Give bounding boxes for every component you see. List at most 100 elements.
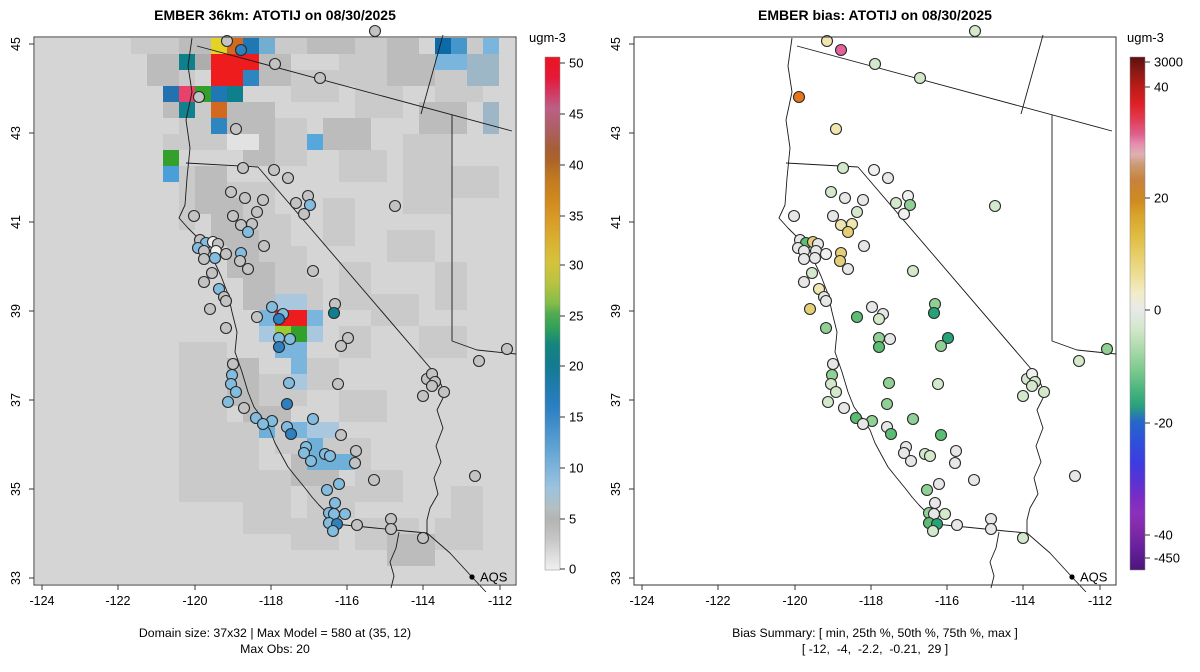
station-dot xyxy=(928,496,942,510)
station-dot xyxy=(824,185,838,199)
x-tick-label: -118 xyxy=(859,594,883,608)
model-raster xyxy=(35,38,515,584)
left-panel-title: EMBER 36km: ATOTIJ on 08/30/2025 xyxy=(154,7,396,23)
station-dot xyxy=(268,57,282,71)
station-dot xyxy=(306,412,320,426)
map-borders xyxy=(778,34,1117,593)
station-dot xyxy=(192,90,206,104)
station-dot xyxy=(984,512,998,526)
station-dot xyxy=(950,518,964,532)
station-dot xyxy=(906,264,920,278)
station-dot xyxy=(883,332,897,346)
station-dot xyxy=(328,496,342,510)
station-dot xyxy=(927,306,941,320)
x-axis: -124 -122 -120 -118 -116 -114 -112 xyxy=(29,585,512,608)
y-tick-label: 39 xyxy=(9,304,23,318)
station-dot xyxy=(500,342,514,356)
station-dot xyxy=(867,163,881,177)
station-dot xyxy=(472,354,486,368)
station-dot xyxy=(233,254,247,268)
x-tick-label: -124 xyxy=(629,594,654,608)
station-dot xyxy=(926,524,940,538)
station-dot xyxy=(934,339,948,353)
station-dot xyxy=(229,122,243,136)
colorbar-tick-label: -450 xyxy=(1154,551,1180,566)
station-dot xyxy=(967,473,981,487)
station-dot xyxy=(323,449,337,463)
station-dot xyxy=(224,185,238,199)
station-dot xyxy=(219,321,233,335)
station-dot xyxy=(906,412,920,426)
station-dot xyxy=(803,302,817,316)
colorbar-tick-label: -20 xyxy=(1154,416,1173,431)
station-dot xyxy=(850,205,864,219)
x-tick-label: -116 xyxy=(335,594,359,608)
station-dot xyxy=(284,427,298,441)
colorbar-tick-label: 10 xyxy=(569,461,583,476)
station-dot xyxy=(303,198,317,212)
station-dot xyxy=(880,397,894,411)
station-dot xyxy=(865,300,879,314)
station-dot xyxy=(256,193,270,207)
x-tick-label: -116 xyxy=(935,594,959,608)
coastline xyxy=(778,37,936,525)
station-dot xyxy=(289,196,303,210)
station-dot xyxy=(219,247,233,261)
border-southeast xyxy=(1026,532,1087,593)
station-dot xyxy=(221,395,235,409)
station-dot xyxy=(241,262,255,276)
id-west-border xyxy=(1020,34,1044,115)
x-axis: -124 -122 -120 -118 -116 -114 -112 xyxy=(629,585,1112,608)
baja-coast xyxy=(989,531,1000,589)
station-dot xyxy=(932,477,946,491)
colorado-river xyxy=(1026,376,1046,533)
station-dot xyxy=(208,251,222,265)
station-dot xyxy=(250,310,264,324)
or-nv-id-border xyxy=(796,45,1113,132)
station-dot xyxy=(304,454,318,468)
station-dot xyxy=(332,477,346,491)
station-dot xyxy=(829,122,843,136)
station-dot xyxy=(297,207,311,221)
station-dot xyxy=(219,294,233,308)
ca-nv-diagonal xyxy=(857,166,1039,378)
station-dot xyxy=(338,507,352,521)
station-dot xyxy=(938,507,952,521)
y-tick-label: 33 xyxy=(609,571,623,585)
x-tick-label: -112 xyxy=(1088,594,1112,608)
station-dot xyxy=(229,385,243,399)
station-dot xyxy=(226,209,240,223)
station-markers xyxy=(787,24,1114,545)
station-dot xyxy=(272,312,286,326)
station-dot xyxy=(838,191,852,205)
station-dot xyxy=(1072,354,1086,368)
y-tick-label: 43 xyxy=(609,126,623,140)
station-dot xyxy=(841,262,855,276)
y-tick-label: 37 xyxy=(9,393,23,407)
x-tick-label: -120 xyxy=(782,594,807,608)
station-dot xyxy=(872,312,886,326)
x-tick-label: -124 xyxy=(29,594,54,608)
x-tick-label: -122 xyxy=(105,594,130,608)
station-dot xyxy=(923,449,937,463)
station-dot xyxy=(241,225,255,239)
colorbar: 3000 40 20 0 -20 -40 -450 xyxy=(1129,55,1183,571)
y-tick-label: 35 xyxy=(609,482,623,496)
station-dot xyxy=(826,357,840,371)
model-panel: -124 -122 -120 -118 -116 -114 -112 45 43 41 39 37 35… xyxy=(9,24,583,608)
y-axis: 45 43 41 39 37 35 33 xyxy=(9,37,34,585)
station-dot xyxy=(220,34,234,48)
station-markers xyxy=(187,24,514,545)
colorbar-gradient xyxy=(544,56,561,571)
station-dot xyxy=(805,266,819,280)
station-dot xyxy=(238,191,252,205)
left-colorbar-units: ugm-3 xyxy=(529,30,566,45)
colorbar-tick-label: 40 xyxy=(1154,80,1168,95)
station-dot xyxy=(384,522,398,536)
station-dot xyxy=(384,512,398,526)
station-dot xyxy=(856,417,870,431)
station-dot xyxy=(348,456,362,470)
station-dot xyxy=(306,264,320,278)
